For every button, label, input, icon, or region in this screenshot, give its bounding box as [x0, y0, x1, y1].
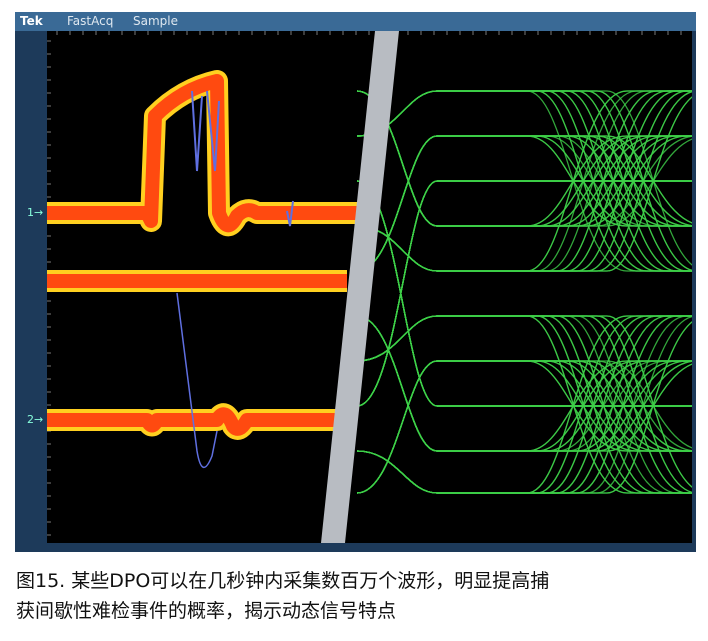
eye-diagram-trace: [356, 90, 698, 272]
channel-2-marker: 2→: [27, 413, 44, 426]
eye-diagram-trace: [356, 180, 692, 407]
eye-diagram-trace: [356, 180, 692, 407]
eye-diagram-trace: [356, 360, 692, 494]
channel-1-marker: 1→: [27, 206, 44, 219]
divider-stripe: [321, 31, 399, 543]
eye-diagram-trace: [356, 180, 692, 407]
eye-diagram-trace: [356, 180, 697, 407]
eye-diagram-trace: [356, 135, 692, 272]
eye-diagram-trace: [356, 180, 692, 407]
eye-diagram-trace: [356, 360, 692, 494]
eye-diagram-trace: [356, 360, 698, 494]
eye-diagram-trace: [356, 360, 692, 494]
eye-diagram-trace: [356, 360, 692, 494]
eye-diagram-trace: [356, 90, 692, 272]
eye-diagram-trace: [356, 180, 692, 407]
caption-line-2: 获间歇性难检事件的概率，揭示动态信号特点: [16, 600, 397, 622]
eye-diagram-trace: [356, 180, 697, 407]
eye-diagram-trace: [356, 360, 692, 494]
oscilloscope-screenshot: Tek FastAcq Sample 1→ 2→: [15, 12, 708, 552]
scope-title-bar: Tek FastAcq Sample: [15, 12, 696, 31]
eye-diagram-trace: [356, 180, 692, 407]
eye-diagram-trace: [356, 180, 692, 407]
brand-label: Tek: [20, 14, 43, 28]
eye-diagram-trace: [356, 360, 692, 494]
channel-1-glitch: [191, 90, 294, 227]
eye-diagram-trace: [356, 180, 692, 407]
channel-2-trace: [47, 407, 337, 436]
eye-diagram-trace: [356, 180, 707, 407]
eye-diagram-trace: [356, 180, 692, 407]
figure-caption: 图15. 某些DPO可以在几秒钟内采集数百万个波形，明显提高捕 获间歇性难检事件…: [16, 566, 706, 626]
eye-diagram-trace: [356, 360, 692, 494]
eye-diagram-trace: [356, 180, 692, 407]
eye-diagram-trace: [356, 360, 692, 494]
caption-line-1: 图15. 某些DPO可以在几秒钟内采集数百万个波形，明显提高捕: [16, 570, 550, 592]
eye-diagram-trace: [356, 180, 707, 407]
acquisition-label: Sample: [133, 14, 178, 28]
eye-diagram-trace: [356, 180, 707, 407]
eye-diagram-trace: [356, 180, 692, 407]
eye-diagram-trace: [356, 315, 692, 494]
eye-diagram-trace: [356, 180, 692, 407]
eye-diagram-trace: [356, 180, 707, 407]
eye-diagram-trace: [356, 180, 692, 407]
eye-diagram-trace: [356, 360, 708, 494]
eye-diagram-trace: [356, 180, 692, 407]
waveform-svg: [47, 31, 708, 543]
eye-diagram-trace: [356, 360, 692, 494]
mode-label: FastAcq: [67, 14, 114, 28]
eye-diagram-trace: [356, 180, 697, 407]
channel-2-glitch: [176, 292, 218, 468]
eye-diagram-trace: [356, 180, 692, 407]
eye-diagram-trace: [356, 180, 697, 407]
eye-diagram-trace: [356, 360, 692, 494]
eye-diagram-trace: [356, 180, 692, 407]
channel-1-trace: [47, 74, 357, 233]
eye-diagram-trace: [356, 360, 692, 494]
eye-diagram-trace: [356, 360, 692, 494]
eye-diagram-trace: [356, 180, 692, 407]
eye-diagram-trace: [356, 180, 692, 407]
eye-diagram-trace: [356, 180, 692, 407]
eye-diagram-trace: [356, 180, 692, 407]
eye-diagram-trace: [356, 180, 692, 407]
waveform-display: [47, 31, 708, 543]
eye-diagram-trace: [356, 315, 692, 494]
eye-diagram-trace: [356, 180, 692, 407]
eye-diagram-trace: [356, 360, 692, 494]
eye-diagram-trace: [356, 180, 692, 407]
eye-diagram-trace: [356, 360, 692, 494]
eye-diagram-trace: [356, 180, 692, 407]
